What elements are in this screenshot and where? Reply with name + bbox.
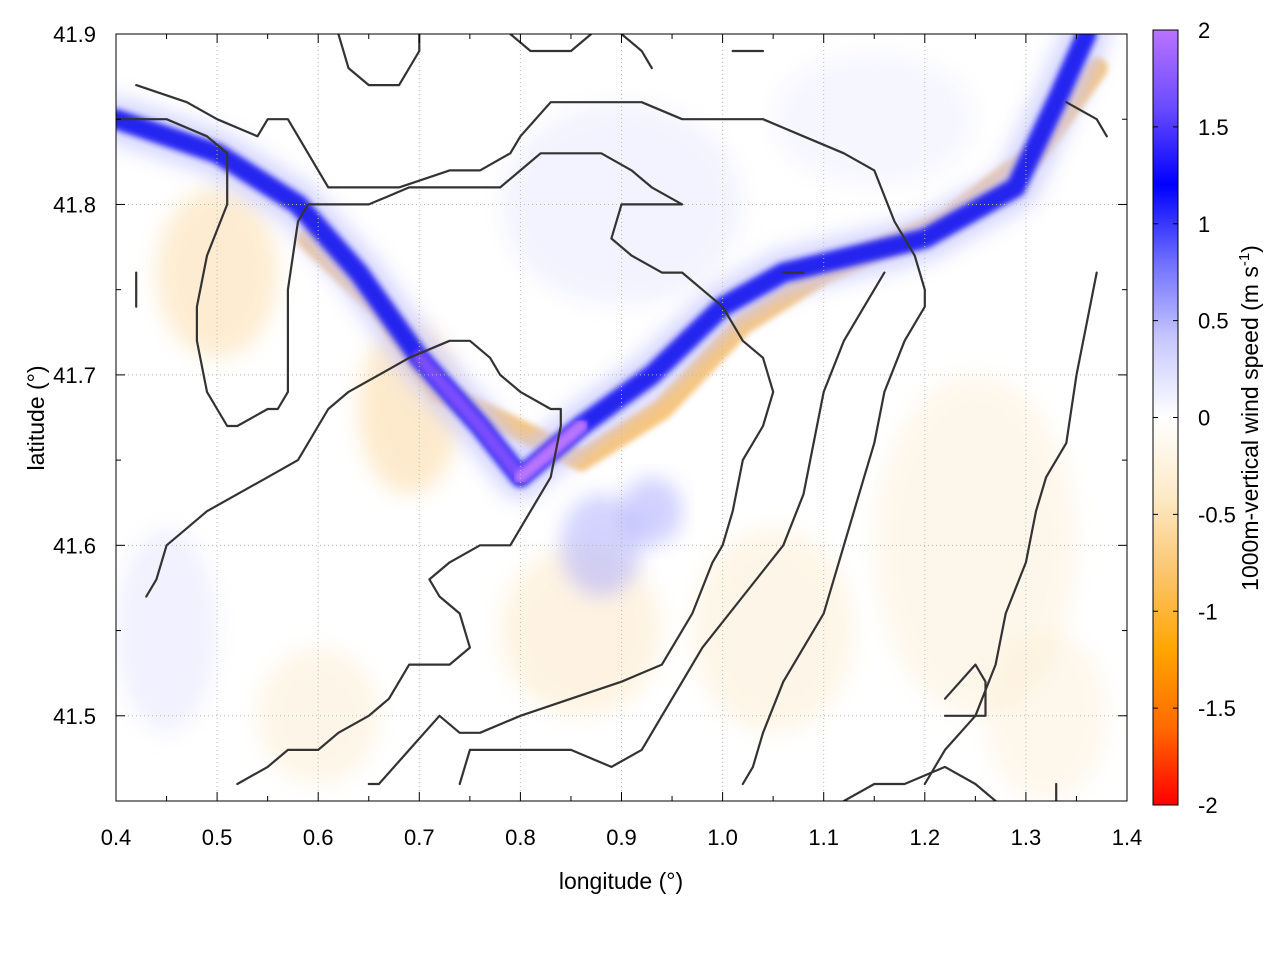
- contour-line: [458, 271, 886, 786]
- colorbar-title-main: 1000m-vertical wind speed (m s: [1237, 266, 1263, 591]
- heatmap-wash: [156, 187, 278, 358]
- contour-line: [842, 765, 997, 801]
- y-axis-title: latitude (°): [23, 365, 49, 470]
- x-tick-label: 1.1: [808, 825, 839, 850]
- colorbar-tick-label: 1: [1198, 212, 1210, 237]
- colorbar-tick-label: 1.5: [1198, 115, 1229, 140]
- heatmap-wash: [773, 51, 976, 188]
- colorbar: -2 -1.5 -1 -0.5 0 0.5 1 1.5 2: [1152, 18, 1236, 818]
- colorbar-title-end: ): [1237, 245, 1263, 253]
- y-tick-label: 41.7: [53, 363, 96, 388]
- colorbar-title-superscript: -1: [1236, 253, 1253, 266]
- heatmap-wash: [692, 528, 855, 733]
- colorbar-tick-label: -1.5: [1198, 696, 1236, 721]
- y-tick-label: 41.5: [53, 704, 96, 729]
- colorbar-tick-label: -1: [1198, 599, 1218, 624]
- contour-line: [1065, 101, 1108, 138]
- heatmap-wash: [116, 528, 218, 733]
- colorbar-tick-label: -0.5: [1198, 502, 1236, 527]
- colorbar-tick-label: 0.5: [1198, 309, 1229, 334]
- plot-area: 0.4 0.5 0.6 0.7 0.8 0.9 1.0 1.1 1.2 1.3 1.4 41.5 41.…: [53, 22, 1142, 850]
- x-tick-label: 0.9: [606, 825, 637, 850]
- x-tick-label: 0.5: [202, 825, 233, 850]
- contour-line: [135, 84, 926, 786]
- contour-line: [943, 663, 987, 717]
- contour-line: [923, 271, 1098, 786]
- x-axis-title: longitude (°): [559, 868, 683, 894]
- contour-lines: [116, 34, 1108, 801]
- x-tick-label: 1.3: [1011, 825, 1042, 850]
- x-tick-label: 1.0: [707, 825, 738, 850]
- contour-line: [337, 34, 421, 87]
- y-tick-label: 41.8: [53, 192, 96, 217]
- y-tick-label: 41.6: [53, 533, 96, 558]
- x-tick-label: 0.4: [101, 825, 132, 850]
- colorbar-tick-label: 0: [1198, 406, 1210, 431]
- axis-ticks: 0.4 0.5 0.6 0.7 0.8 0.9 1.0 1.1 1.2 1.3 1.4 41.5 41.…: [53, 22, 1142, 850]
- contour-line: [620, 34, 653, 70]
- updraft-peak: [514, 420, 588, 484]
- x-tick-label: 0.8: [505, 825, 536, 850]
- grid-lines: [116, 34, 1127, 801]
- contour-line: [116, 118, 775, 786]
- x-tick-label: 0.6: [303, 825, 334, 850]
- x-tick-label: 1.2: [910, 825, 941, 850]
- heatmap-wash: [621, 477, 683, 546]
- y-tick-label: 41.9: [53, 22, 96, 47]
- colorbar-tick-label: 2: [1198, 18, 1210, 43]
- colorbar-ticks: -2 -1.5 -1 -0.5 0 0.5 1 1.5 2: [1153, 18, 1236, 818]
- x-tick-label: 1.4: [1112, 825, 1143, 850]
- colorbar-title: 1000m-vertical wind speed (m s-1): [1236, 245, 1263, 591]
- x-tick-label: 0.7: [404, 825, 435, 850]
- colorbar-tick-label: -2: [1198, 793, 1218, 818]
- heatmap-wash: [985, 630, 1107, 801]
- contour-line: [145, 339, 562, 786]
